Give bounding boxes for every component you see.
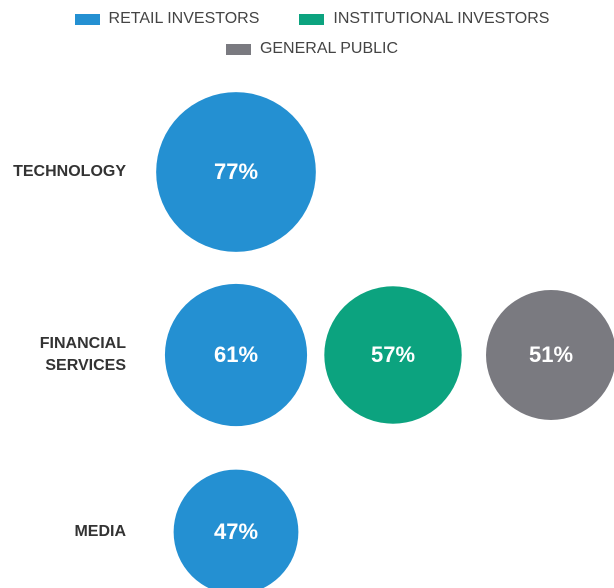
category-label: TECHNOLOGY xyxy=(13,163,126,180)
bubble xyxy=(486,290,614,420)
bubble xyxy=(156,92,316,252)
data-label: 51% xyxy=(529,342,573,367)
legend-item: INSTITUTIONAL INVESTORS xyxy=(299,10,549,28)
bubble xyxy=(324,286,462,424)
category-label: FINANCIAL SERVICES xyxy=(39,335,126,374)
bubble xyxy=(173,469,299,588)
data-label: 61% xyxy=(214,342,258,367)
legend-swatch xyxy=(225,43,251,55)
category-label: MEDIA xyxy=(74,523,126,540)
data-label: 47% xyxy=(214,519,258,544)
data-label: 77% xyxy=(214,159,258,184)
legend-swatch xyxy=(299,13,325,25)
bubble xyxy=(164,283,308,427)
legend-label: RETAIL INVESTORS xyxy=(108,10,260,27)
legend: RETAIL INVESTORS INSTITUTIONAL INVESTORS G… xyxy=(52,10,572,58)
legend-label: GENERAL PUBLIC xyxy=(259,40,399,57)
legend-item: RETAIL INVESTORS xyxy=(74,10,260,28)
data-label: 57% xyxy=(371,342,415,367)
legend-label: INSTITUTIONAL INVESTORS xyxy=(333,10,550,27)
legend-swatch xyxy=(74,13,100,25)
legend-item: GENERAL PUBLIC xyxy=(225,40,399,58)
